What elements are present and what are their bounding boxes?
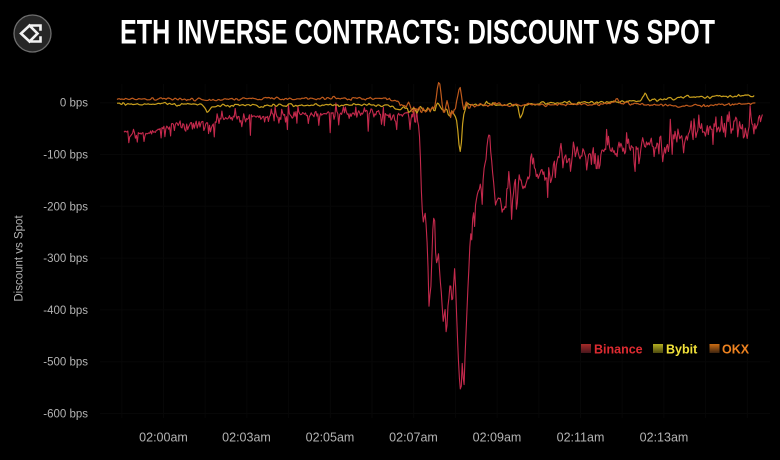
svg-text:02:07am: 02:07am bbox=[389, 431, 438, 445]
svg-text:02:03am: 02:03am bbox=[222, 431, 271, 445]
svg-text:ETH INVERSE CONTRACTS: DISCOUN: ETH INVERSE CONTRACTS: DISCOUNT VS SPOT bbox=[120, 14, 715, 52]
svg-text:-200 bps: -200 bps bbox=[43, 201, 88, 213]
svg-text:02:11am: 02:11am bbox=[557, 431, 605, 445]
svg-text:-500 bps: -500 bps bbox=[43, 357, 88, 369]
svg-text:02:05am: 02:05am bbox=[306, 431, 355, 445]
svg-text:-600 bps: -600 bps bbox=[43, 409, 88, 421]
svg-text:02:09am: 02:09am bbox=[473, 431, 522, 445]
svg-text:OKX: OKX bbox=[722, 343, 750, 357]
svg-text:Discount vs Spot: Discount vs Spot bbox=[14, 215, 26, 302]
svg-text:02:13am: 02:13am bbox=[640, 431, 689, 445]
svg-text:Binance: Binance bbox=[594, 343, 643, 357]
svg-text:-300 bps: -300 bps bbox=[43, 253, 88, 265]
svg-text:02:00am: 02:00am bbox=[139, 431, 188, 445]
svg-text:Bybit: Bybit bbox=[666, 343, 698, 357]
svg-text:0 bps: 0 bps bbox=[60, 98, 88, 110]
svg-text:-100 bps: -100 bps bbox=[43, 150, 88, 162]
svg-text:-400 bps: -400 bps bbox=[43, 305, 88, 317]
